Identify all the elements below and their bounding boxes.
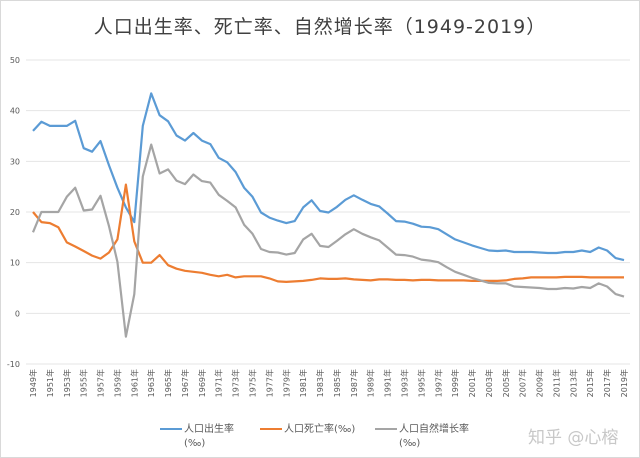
x-tick-label: 1949年 — [28, 369, 38, 397]
y-tick-label: 20 — [10, 208, 20, 217]
legend-swatch-growth — [375, 428, 397, 430]
x-tick-label: 1961年 — [129, 369, 139, 397]
x-tick-label: 1979年 — [281, 369, 291, 397]
x-tick-label: 1971年 — [214, 369, 224, 397]
legend-unit: (‰) — [399, 438, 421, 449]
x-tick-label: 1991年 — [383, 369, 393, 397]
x-tick-label: 1999年 — [450, 369, 460, 397]
x-tick-label: 1993年 — [399, 369, 409, 397]
x-tick-label: 1987年 — [349, 369, 359, 397]
chart-title: 人口出生率、死亡率、自然增长率（1949-2019） — [93, 16, 547, 38]
legend-item-birth-rate: 人口出生率 (‰) — [160, 420, 234, 449]
y-tick-label: 40 — [10, 107, 20, 116]
legend-label: 人口出生率 — [184, 424, 234, 435]
legend-item-natural-growth: 人口自然增长率 (‰) — [375, 420, 469, 449]
x-tick-label: 1965年 — [163, 369, 173, 397]
x-tick-label: 1951年 — [45, 369, 55, 397]
x-tick-label: 2009年 — [535, 369, 545, 397]
x-tick-label: 1953年 — [62, 369, 72, 397]
x-tick-label: 1967年 — [180, 369, 190, 397]
y-tick-label: -10 — [7, 360, 20, 369]
x-tick-label: 1955年 — [79, 369, 89, 397]
x-tick-label: 1957年 — [96, 369, 106, 397]
x-tick-label: 2007年 — [518, 369, 528, 397]
x-tick-label: 1963年 — [146, 369, 156, 397]
x-tick-label: 2019年 — [619, 369, 629, 397]
legend-swatch-death — [260, 428, 282, 430]
x-tick-label: 2001年 — [467, 369, 477, 397]
x-tick-label: 1997年 — [433, 369, 443, 397]
legend-unit: (‰) — [184, 438, 206, 449]
x-tick-label: 1977年 — [264, 369, 274, 397]
y-tick-label: 50 — [10, 56, 20, 65]
x-tick-label: 1995年 — [416, 369, 426, 397]
x-tick-label: 2005年 — [501, 369, 511, 397]
legend-swatch-birth — [160, 428, 182, 430]
series-line-1 — [32, 183, 624, 283]
legend-label: 人口死亡率(‰) — [284, 424, 356, 435]
x-tick-label: 1973年 — [231, 369, 241, 397]
x-tick-label: 1959年 — [112, 369, 122, 397]
x-tick-label: 2017年 — [602, 369, 612, 397]
series-line-0 — [32, 92, 625, 262]
x-tick-label: 1981年 — [298, 369, 308, 397]
y-tick-label: 30 — [10, 157, 20, 166]
y-tick-label: 10 — [10, 259, 20, 268]
watermark: 知乎 @心榕 — [528, 428, 619, 448]
x-tick-label: 1989年 — [366, 369, 376, 397]
y-tick-label: 0 — [15, 309, 20, 318]
x-tick-label: 1975年 — [248, 369, 258, 397]
x-tick-label: 2003年 — [484, 369, 494, 397]
x-tick-label: 1985年 — [332, 369, 342, 397]
series-line-2 — [31, 143, 625, 338]
x-tick-label: 1969年 — [197, 369, 207, 397]
x-tick-label: 2015年 — [585, 369, 595, 397]
x-tick-label: 1983年 — [315, 369, 325, 397]
x-tick-label: 2011年 — [551, 369, 561, 397]
legend-label: 人口自然增长率 — [399, 424, 469, 435]
legend-item-death-rate: 人口死亡率(‰) — [260, 420, 355, 435]
x-tick-label: 2013年 — [568, 369, 578, 397]
